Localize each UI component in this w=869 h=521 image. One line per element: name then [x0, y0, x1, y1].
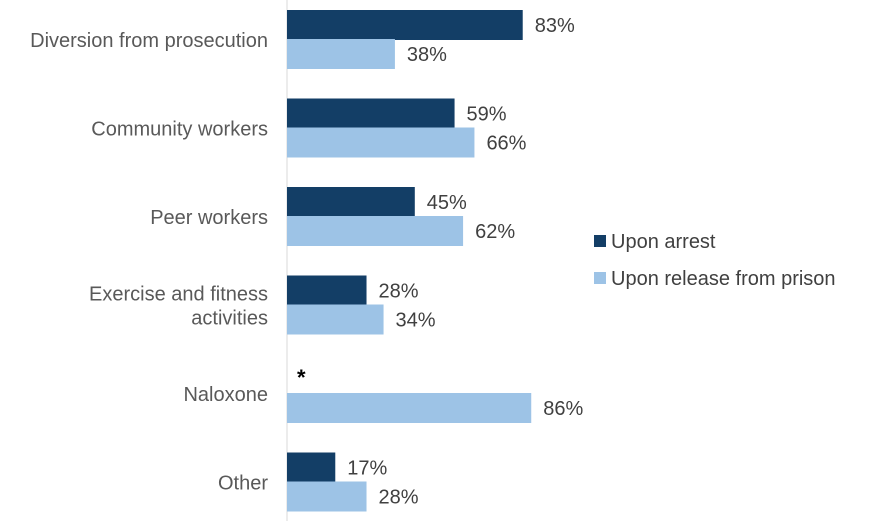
- legend-label: Upon release from prison: [611, 268, 836, 290]
- category-label: Peer workers: [150, 207, 268, 229]
- bar-upon-arrest: [287, 98, 455, 129]
- data-label: 38%: [407, 44, 447, 66]
- data-label: 28%: [379, 281, 419, 303]
- category-label-line: Diversion from prosecution: [30, 30, 268, 52]
- legend-label: Upon arrest: [611, 231, 716, 253]
- category-label: Naloxone: [183, 384, 268, 406]
- bar-upon-arrest: [287, 452, 336, 483]
- missing-value-marker: *: [297, 365, 306, 390]
- category-label: Community workers: [91, 119, 268, 141]
- value-labels: 83% 38% 59% 66% 45% 62% 28% 34% * 86% 17% 28%: [297, 15, 583, 509]
- bar-upon-release: [287, 39, 395, 69]
- legend-swatch: [594, 235, 606, 247]
- category-label: Diversion from prosecution: [30, 30, 268, 52]
- legend: Upon arrest Upon release from prison: [594, 231, 836, 290]
- bars: [287, 10, 532, 512]
- data-label: 17%: [347, 458, 387, 480]
- data-label: 28%: [379, 487, 419, 509]
- category-label-line: Other: [218, 473, 268, 495]
- bar-upon-release: [287, 393, 532, 423]
- category-label-line: Peer workers: [150, 207, 268, 229]
- data-label: 86%: [543, 398, 583, 420]
- category-label: Other: [218, 473, 268, 495]
- data-label: 45%: [427, 192, 467, 214]
- category-label-line: Exercise and fitness: [89, 284, 268, 306]
- data-label: 59%: [467, 104, 507, 126]
- bar-upon-arrest: [287, 187, 415, 217]
- data-label: 83%: [535, 15, 575, 37]
- bar-upon-release: [287, 481, 367, 512]
- category-label: Exercise and fitness activities: [89, 284, 268, 330]
- data-label: 34%: [396, 310, 436, 332]
- category-label-line: Naloxone: [183, 384, 268, 406]
- category-label-line: activities: [191, 308, 268, 330]
- data-label: 62%: [475, 221, 515, 243]
- category-label-line: Community workers: [91, 119, 268, 141]
- bar-upon-release: [287, 127, 475, 158]
- category-labels: Diversion from prosecution Community work…: [30, 30, 268, 495]
- bar-upon-arrest: [287, 10, 523, 40]
- bar-upon-arrest: [287, 275, 367, 306]
- bar-upon-release: [287, 216, 464, 246]
- legend-swatch: [594, 272, 606, 284]
- bar-upon-release: [287, 304, 384, 335]
- data-label: 66%: [486, 133, 526, 155]
